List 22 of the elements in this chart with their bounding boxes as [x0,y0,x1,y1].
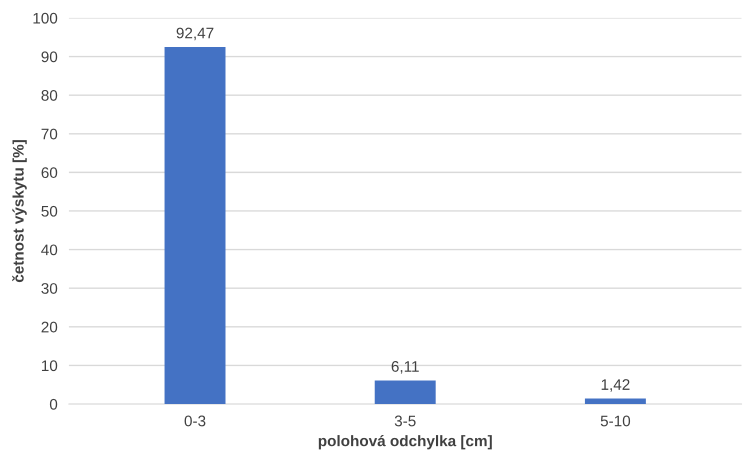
bar [164,47,226,404]
data-label: 1,42 [602,379,630,392]
y-axis-title: četnost výskytu [%] [12,140,27,282]
y-tick-label: 50 [41,206,58,217]
y-tick-label: 30 [41,283,58,294]
data-label: 6,11 [392,361,419,374]
y-tick-label: 70 [42,128,58,140]
y-tick-label: 40 [41,244,58,256]
y-tick-label: 100 [33,12,58,24]
bar [374,380,436,404]
x-tick-label: 0-3 [184,416,206,426]
x-tick-label: 5-10 [600,416,630,426]
x-axis-title: polohová odchylka [cm] [318,434,492,450]
y-tick-label: 60 [42,167,58,178]
y-tick-label: 80 [41,90,58,101]
bar [584,398,646,404]
data-label: 92,47 [176,28,214,40]
x-tick-label: 3-5 [394,416,416,426]
y-tick-label: 10 [42,360,58,372]
y-tick-label: 0 [50,398,58,410]
y-tick-label: 90 [42,51,58,62]
y-tick-label: 20 [42,322,58,332]
